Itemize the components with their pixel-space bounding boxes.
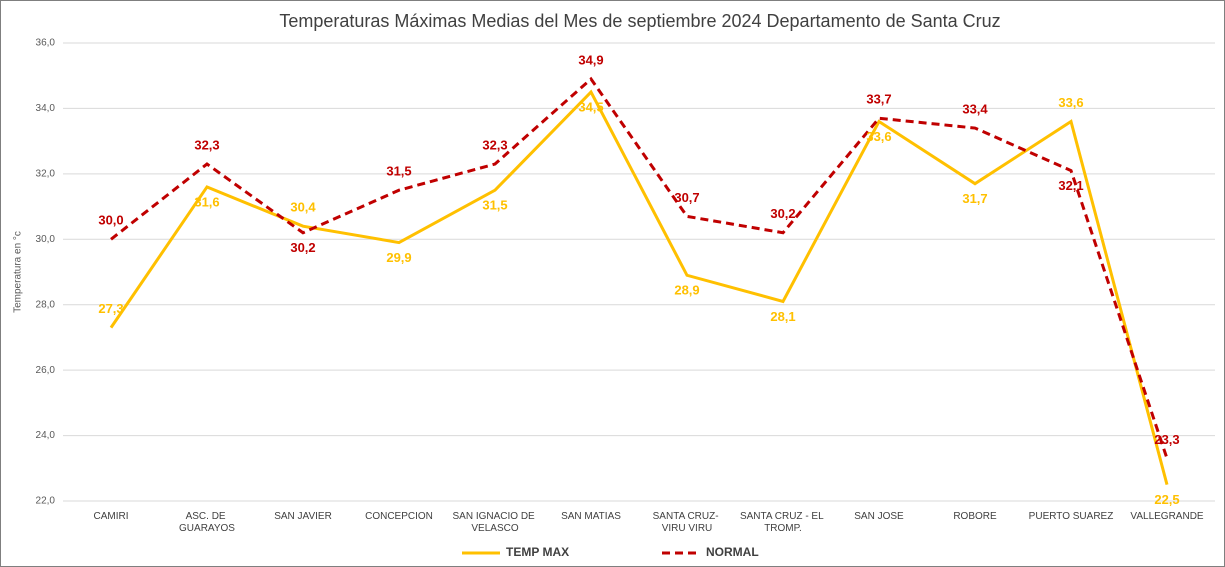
x-tick-label: ROBORE <box>953 511 997 522</box>
x-tick-label: PUERTO SUAREZ <box>1029 511 1114 522</box>
value-label: 30,2 <box>770 206 795 221</box>
y-tick-label: 22,0 <box>36 496 56 507</box>
x-tick-label: SAN JAVIER <box>274 511 332 522</box>
value-label: 34,9 <box>578 52 603 67</box>
chart-title: Temperaturas Máximas Medias del Mes de s… <box>279 11 1000 31</box>
legend-label: TEMP MAX <box>506 545 569 559</box>
value-label: 29,9 <box>386 250 411 265</box>
value-label: 30,7 <box>674 190 699 205</box>
value-label: 31,6 <box>194 194 219 209</box>
series-line <box>110 76 1169 459</box>
value-label: 28,1 <box>770 309 795 324</box>
value-label: 34,5 <box>578 100 603 115</box>
y-tick-label: 36,0 <box>36 38 56 49</box>
x-tick-label: SAN IGNACIO DE VELASCO <box>452 511 537 534</box>
value-label: 32,3 <box>194 137 219 152</box>
value-label: 33,4 <box>962 101 988 116</box>
value-label: 33,6 <box>1058 95 1083 110</box>
x-tick-label: CAMIRI <box>94 511 129 522</box>
y-tick-label: 26,0 <box>36 365 56 376</box>
value-label: 30,4 <box>290 200 316 215</box>
value-label: 31,7 <box>962 191 987 206</box>
y-tick-label: 24,0 <box>36 430 56 441</box>
x-tick-label: SAN MATIAS <box>561 511 621 522</box>
x-tick-label: SANTA CRUZ - EL TROMP. <box>740 511 826 534</box>
x-tick-label: SANTA CRUZ- VIRU VIRU <box>653 511 722 534</box>
y-tick-label: 34,0 <box>36 103 56 114</box>
y-tick-label: 30,0 <box>36 234 56 245</box>
x-tick-label: CONCEPCION <box>365 511 433 522</box>
value-label: 22,5 <box>1154 492 1179 507</box>
value-label: 27,3 <box>98 301 123 316</box>
x-tick-label: ASC. DE GUARAYOS <box>179 511 235 534</box>
value-label: 30,0 <box>98 213 123 228</box>
y-axis-label: Temperatura en °c <box>13 231 24 313</box>
value-label: 23,3 <box>1154 432 1179 447</box>
value-label: 31,5 <box>386 164 411 179</box>
x-tick-label: SAN JOSE <box>854 511 904 522</box>
value-label: 32,3 <box>482 137 507 152</box>
series-line <box>109 89 1169 486</box>
value-label: 33,6 <box>866 129 891 144</box>
y-tick-label: 32,0 <box>36 168 56 179</box>
legend-label: NORMAL <box>706 545 759 559</box>
value-label: 28,9 <box>674 283 699 298</box>
y-tick-label: 28,0 <box>36 299 56 310</box>
value-label: 31,5 <box>482 198 507 213</box>
value-label: 30,2 <box>290 240 315 255</box>
x-tick-label: VALLEGRANDE <box>1130 511 1204 522</box>
value-label: 33,7 <box>866 92 891 107</box>
value-label: 32,1 <box>1058 178 1083 193</box>
